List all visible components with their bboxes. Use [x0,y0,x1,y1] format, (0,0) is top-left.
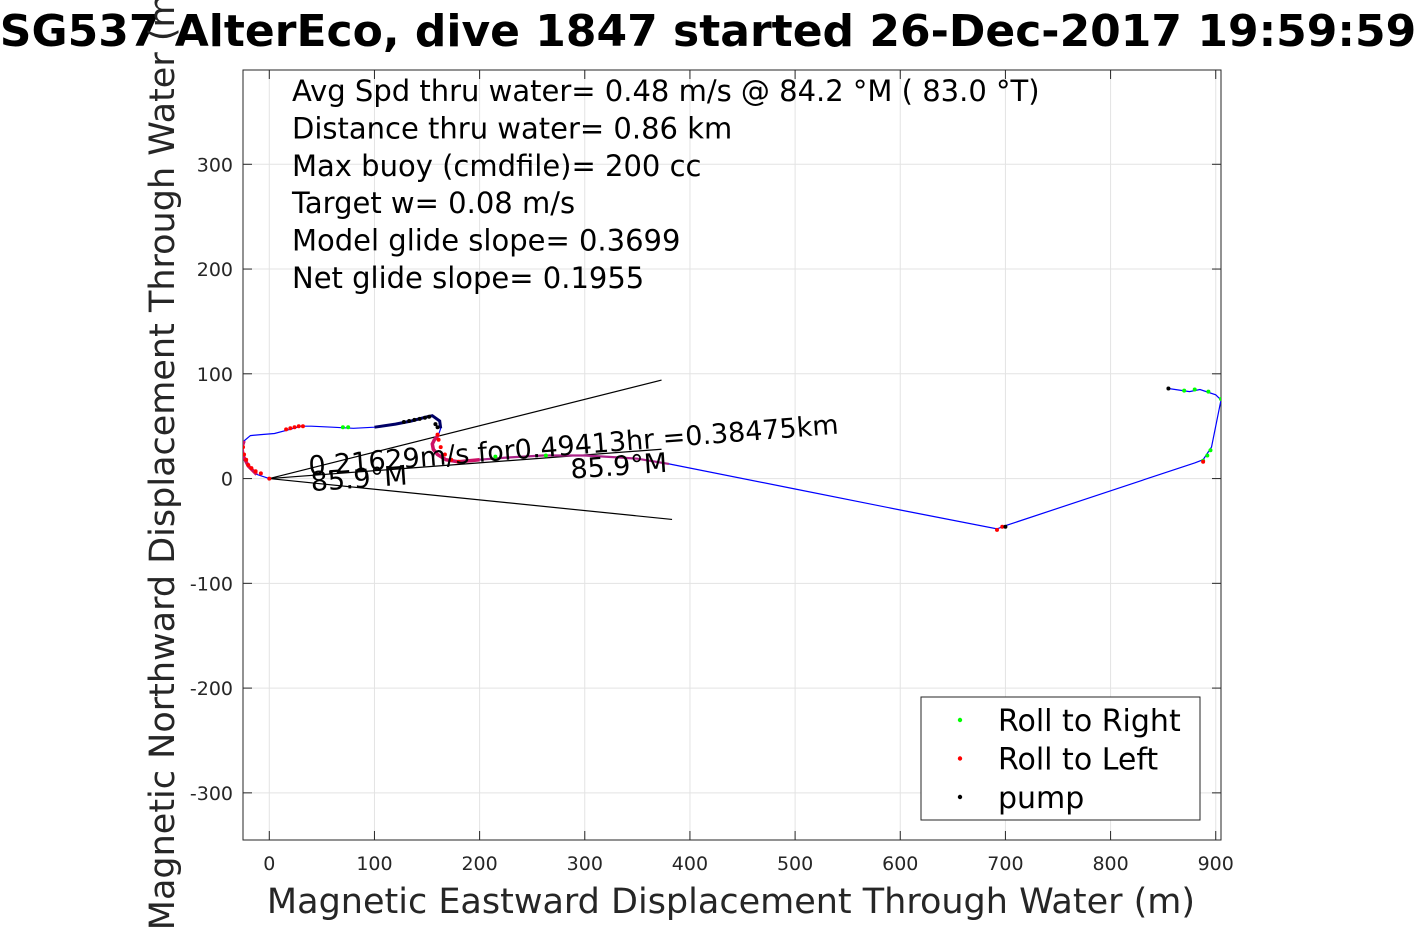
x-tick-label: 100 [356,853,392,875]
marker-roll-to-left [438,445,443,450]
x-tick-label: 0 [263,853,275,875]
current-vector-line [269,448,662,480]
marker-roll-to-left [243,445,245,450]
marker-pump [435,425,440,430]
wedge-lower-line [269,477,673,521]
marker-roll-to-right [1182,388,1187,393]
stat-line: Net glide slope= 0.1955 [292,261,644,295]
marker-roll-to-right [1219,396,1221,401]
marker-pump [1003,524,1008,529]
marker-roll-to-right [1208,448,1213,453]
marker-pump [412,417,417,422]
marker-roll-to-left [300,424,305,429]
x-tick-label: 300 [567,853,603,875]
marker-pump [417,416,422,421]
grid-lines [243,70,1221,840]
y-tick-label: -100 [190,573,233,595]
stat-line: Distance thru water= 0.86 km [292,111,732,145]
stat-line: Max buoy (cmdfile)= 200 cc [292,149,701,183]
stat-line: Model glide slope= 0.3699 [292,224,680,258]
heading-wedge [269,379,673,521]
legend-marker [957,794,963,800]
marker-roll-to-left [1201,459,1206,464]
x-tick-label: 600 [882,853,918,875]
marker-roll-to-left [995,527,1000,532]
marker-roll-to-left [258,471,263,476]
marker-roll-to-left [456,459,461,464]
stat-line: Avg Spd thru water= 0.48 m/s @ 84.2 °M (… [292,74,1040,108]
y-axis-label: Magnetic Northward Displacement Through … [143,0,183,930]
marker-pump [427,414,432,419]
y-tick-label: -200 [190,678,233,700]
marker-roll-to-left [246,462,251,467]
marker-roll-to-left [249,466,254,471]
marker-roll-to-left [243,452,247,457]
marker-roll-to-right [1205,453,1210,458]
marker-roll-to-left [436,437,441,442]
legend-label: pump [998,781,1084,816]
wedge-upper-line [269,379,662,480]
left-roll-band [479,454,670,465]
dive-stats-block: Avg Spd thru water= 0.48 m/s @ 84.2 °M (… [291,74,1040,295]
x-tick-label: 400 [672,853,708,875]
annotations: 0.21629m/s for0.49413hr =0.38475km 85.9°… [307,410,839,499]
marker-roll-to-left [1000,524,1005,529]
legend-label: Roll to Left [998,743,1158,778]
marker-roll-to-right [346,425,351,430]
marker-roll-to-left [244,457,249,462]
y-tick-label: -300 [190,783,233,805]
marker-roll-to-right [493,454,498,459]
x-tick-label: 900 [1198,853,1234,875]
marker-pump [1166,386,1171,391]
y-tick-label: 300 [197,154,233,176]
y-tick-label: 200 [197,259,233,281]
marker-pump [422,415,427,420]
x-tick-label: 700 [987,853,1023,875]
pump-band [374,414,443,429]
marker-roll-to-left [288,426,293,431]
legend-label: Roll to Right [998,704,1181,739]
y-tick-labels: -300 -200 -100 0 100 200 300 [190,154,233,805]
chart-title: SG537 AlterEco, dive 1847 started 26-Dec… [0,6,1416,57]
x-axis-label: Magnetic Eastward Displacement Through W… [267,882,1195,922]
legend-marker [957,756,963,761]
marker-roll-to-left [435,432,440,437]
marker-pump [401,420,406,424]
x-tick-label: 800 [1092,853,1128,875]
marker-roll-to-right [340,425,345,430]
stat-line: Target w= 0.08 m/s [291,186,575,220]
marker-roll-to-right [1206,389,1211,394]
marker-pump [407,418,412,423]
marker-roll-to-right [1192,387,1197,392]
marker-roll-to-left [292,425,297,430]
marker-roll-to-left [296,424,301,429]
marker-roll-to-left [442,452,447,457]
left-roll-band [430,433,480,464]
legend-marker [957,717,963,723]
marker-roll-to-left [267,476,272,481]
heading-label-2: 85.9°M [569,448,668,486]
heading-label-1: 85.9°M [310,460,409,498]
marker-pump [433,422,438,427]
x-tick-labels: 0 100 200 300 400 500 600 700 800 900 [263,853,1234,875]
legend-box [920,696,1201,821]
marker-roll-to-left [253,469,258,474]
roll-markers [243,386,1221,532]
marker-roll-to-right [543,453,548,458]
x-tick-label: 200 [461,853,497,875]
marker-roll-to-left [449,457,454,462]
marker-roll-to-left [284,427,289,432]
y-tick-label: 100 [197,364,233,386]
x-tick-label: 500 [777,853,813,875]
y-tick-label: 0 [221,469,233,491]
